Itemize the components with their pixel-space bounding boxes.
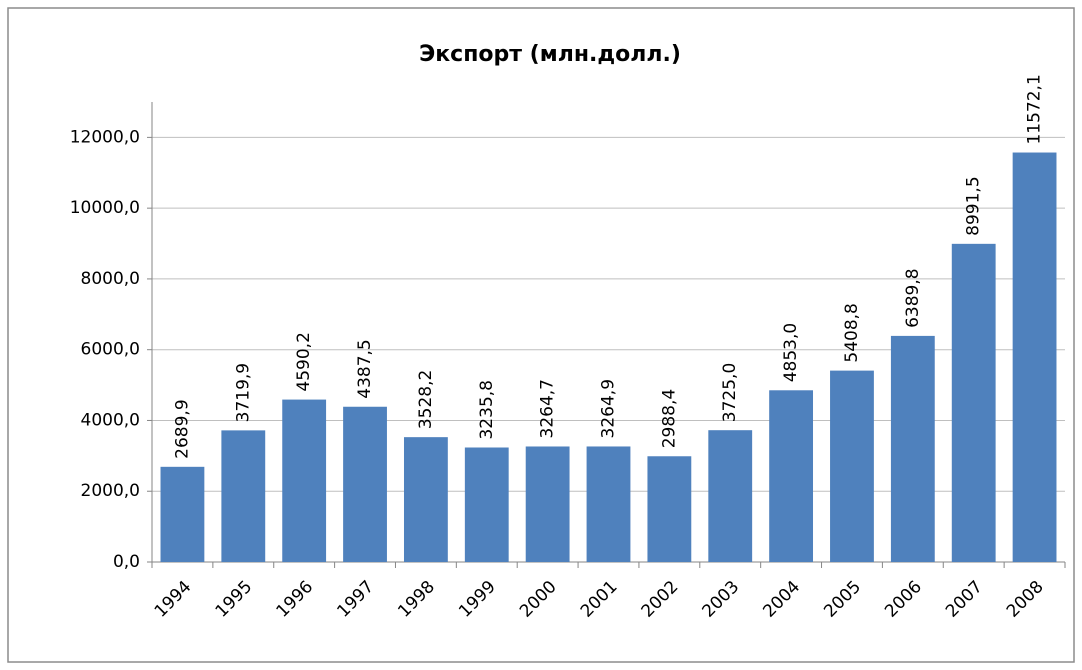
value-label: 3264,7 <box>538 379 558 438</box>
bar <box>525 446 570 562</box>
y-tick-label: 4000,0 <box>81 410 140 430</box>
bar <box>586 446 631 562</box>
value-label: 4853,0 <box>781 323 801 382</box>
bar <box>464 447 509 562</box>
value-label: 5408,8 <box>842 303 862 362</box>
y-tick-label: 10000,0 <box>70 198 140 218</box>
bar <box>890 335 935 562</box>
value-label: 3235,8 <box>477 380 497 439</box>
value-label: 4590,2 <box>294 332 314 391</box>
value-label: 11572,1 <box>1025 74 1045 144</box>
y-tick-label: 2000,0 <box>81 481 140 501</box>
bar <box>343 406 387 562</box>
bar <box>282 399 327 562</box>
bar <box>708 430 753 562</box>
value-label: 2689,9 <box>172 399 192 458</box>
value-label: 3719,9 <box>233 363 253 422</box>
chart-title: Экспорт (млн.долл.) <box>419 42 681 67</box>
bar <box>647 456 692 562</box>
bar <box>1012 152 1057 562</box>
value-label: 8991,5 <box>964 176 984 235</box>
value-label: 6389,8 <box>903 268 923 327</box>
bar <box>160 466 205 562</box>
bar <box>769 390 814 562</box>
value-label: 3264,9 <box>599 379 619 438</box>
bar <box>403 437 448 562</box>
value-label: 2988,4 <box>659 389 679 448</box>
bar <box>951 243 996 562</box>
value-label: 4387,5 <box>355 339 375 398</box>
y-tick-label: 0,0 <box>113 552 140 572</box>
y-tick-label: 6000,0 <box>81 340 140 360</box>
bar <box>221 430 266 562</box>
y-tick-label: 12000,0 <box>70 127 140 147</box>
bar <box>830 370 874 562</box>
y-tick-label: 8000,0 <box>81 269 140 289</box>
value-label: 3528,2 <box>416 370 436 429</box>
value-label: 3725,0 <box>720 363 740 422</box>
chart-frame <box>7 7 1075 663</box>
